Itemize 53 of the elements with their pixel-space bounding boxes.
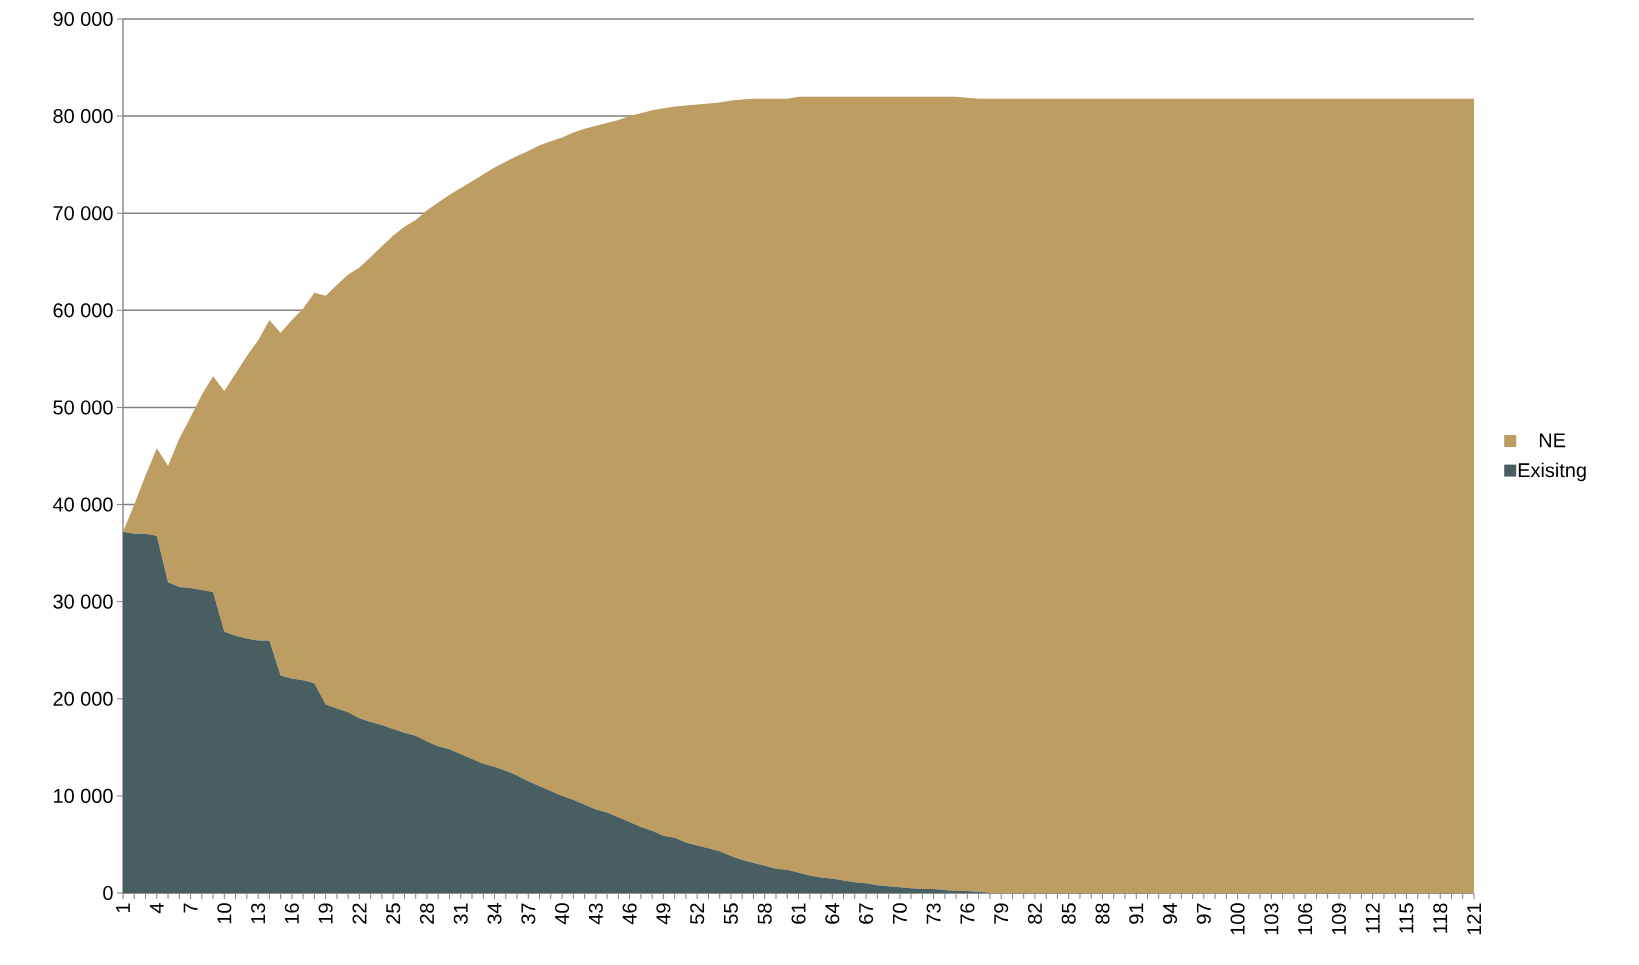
x-tick-label: 46 bbox=[622, 903, 637, 925]
x-tick-label: 37 bbox=[521, 903, 536, 924]
x-tick-label: 118 bbox=[1433, 903, 1448, 933]
x-tick-label: 31 bbox=[453, 903, 468, 924]
x-tick-label: 121 bbox=[1467, 903, 1481, 935]
x-tick-label: 16 bbox=[284, 903, 299, 924]
x-tick-label: 73 bbox=[926, 903, 941, 924]
x-tick-label: 25 bbox=[386, 903, 401, 924]
x-tick-label: 109 bbox=[1331, 903, 1346, 935]
y-tick-label: 90 000 bbox=[53, 11, 113, 27]
x-tick-label: 49 bbox=[656, 903, 671, 925]
x-tick-label: 22 bbox=[352, 903, 367, 924]
x-tick-label: 103 bbox=[1264, 903, 1279, 935]
x-tick-label: 115 bbox=[1399, 903, 1414, 933]
x-tick-label: 106 bbox=[1298, 903, 1313, 935]
legend-label: NE bbox=[1539, 433, 1566, 448]
x-tick-label: 55 bbox=[724, 903, 738, 924]
x-tick-label: 67 bbox=[859, 903, 874, 924]
x-tick-label: 19 bbox=[318, 903, 333, 924]
y-tick-label: 80 000 bbox=[53, 109, 113, 124]
x-tick-label: 82 bbox=[1027, 903, 1042, 924]
y-tick-label: 0 bbox=[103, 885, 113, 901]
y-tick-label: 10 000 bbox=[54, 788, 113, 803]
x-tick-label: 43 bbox=[588, 903, 603, 925]
x-tick-label: 112 bbox=[1365, 903, 1380, 933]
x-tick-label: 94 bbox=[1162, 903, 1178, 924]
x-tick-label: 97 bbox=[1196, 903, 1211, 924]
y-tick-label: 60 000 bbox=[53, 303, 113, 318]
x-tick-label: 4 bbox=[149, 903, 164, 914]
y-tick-label: 20 000 bbox=[53, 691, 113, 706]
y-tick-label: 70 000 bbox=[53, 206, 113, 221]
x-tick-label: 100 bbox=[1230, 903, 1245, 935]
x-tick-label: 64 bbox=[825, 903, 840, 924]
x-tick-label: 40 bbox=[555, 903, 570, 925]
x-tick-label: 61 bbox=[791, 903, 806, 924]
x-tick-label: 79 bbox=[994, 903, 1009, 924]
y-tick-label: 30 000 bbox=[53, 594, 113, 609]
x-tick-label: 58 bbox=[757, 903, 772, 924]
x-tick-label: 28 bbox=[419, 903, 435, 924]
x-tick-label: 88 bbox=[1095, 903, 1110, 924]
x-tick-label: 1 bbox=[116, 903, 130, 913]
x-tick-label: 91 bbox=[1129, 903, 1144, 924]
x-tick-label: 10 bbox=[217, 903, 232, 924]
x-tick-label: 70 bbox=[892, 903, 907, 924]
x-tick-label: 7 bbox=[183, 903, 198, 913]
x-tick-label: 85 bbox=[1061, 903, 1076, 924]
x-tick-label: 52 bbox=[690, 903, 705, 924]
x-tick-label: 76 bbox=[960, 903, 975, 924]
y-tick-label: 50 000 bbox=[53, 400, 113, 415]
x-tick-label: 13 bbox=[251, 903, 266, 924]
legend-label: Exisitng bbox=[1518, 462, 1586, 482]
y-tick-label: 40 000 bbox=[52, 497, 113, 512]
x-tick-label: 34 bbox=[487, 903, 502, 924]
